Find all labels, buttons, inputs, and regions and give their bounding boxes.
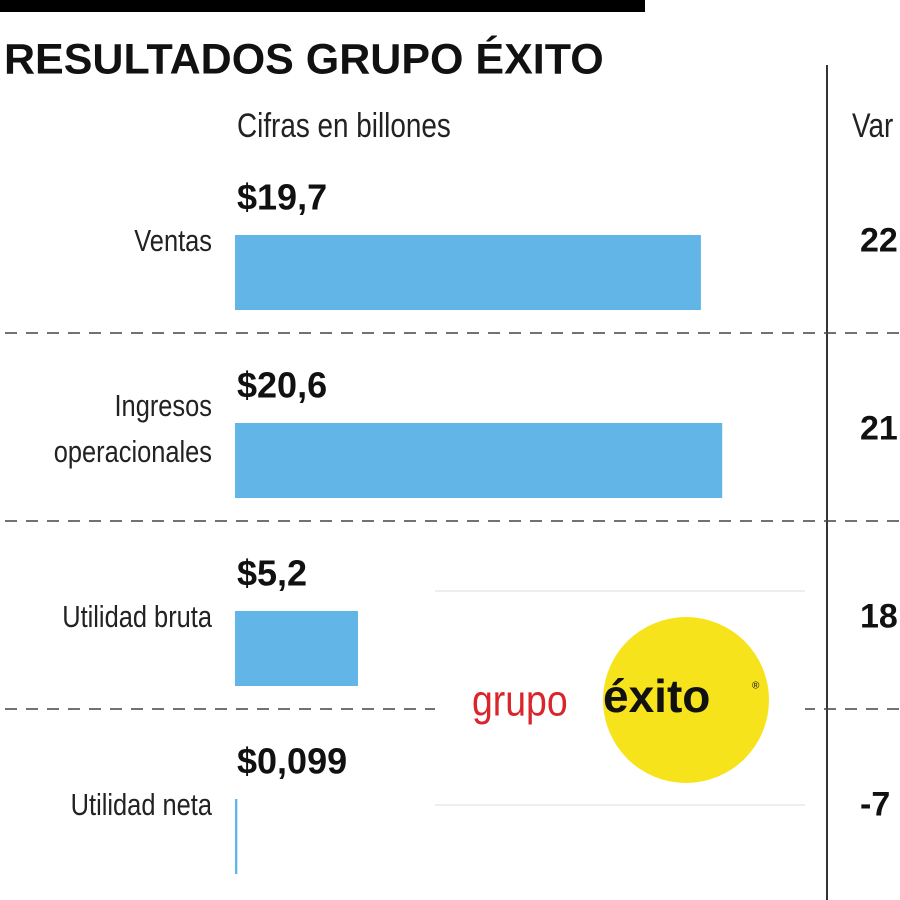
value-label: $19,7 <box>237 177 327 218</box>
chart-subtitle: Cifras en billones <box>237 106 451 144</box>
category-label: Utilidad neta <box>70 786 212 822</box>
logo-circle <box>603 617 769 783</box>
bar <box>235 423 723 498</box>
category-label-box: Ingresos operacionales <box>53 387 212 469</box>
category-label: Utilidad bruta <box>62 598 212 634</box>
value-label: $5,2 <box>237 553 307 594</box>
variation-header: Var <box>852 106 893 144</box>
category-label: Ingresos operacionales <box>53 387 212 469</box>
variation-label: 21 <box>860 409 898 447</box>
logo-mark: ® <box>752 681 760 692</box>
variation-label: -7 <box>860 785 890 823</box>
logo: grupo éxito ® <box>435 590 805 806</box>
bar <box>235 611 358 686</box>
category-label-box: Utilidad neta <box>70 786 212 822</box>
variation-label: 22 <box>860 221 898 259</box>
logo-word: grupo <box>472 676 568 726</box>
top-bar <box>0 0 645 12</box>
chart-title: RESULTADOS GRUPO ÉXITO <box>4 35 604 83</box>
logo-brand: éxito <box>603 670 710 722</box>
variation-label: 18 <box>860 597 898 635</box>
bar <box>235 799 238 874</box>
value-label: $0,099 <box>237 741 347 782</box>
category-label-box: Utilidad bruta <box>62 598 212 634</box>
bar <box>235 235 701 310</box>
category-label: Ventas <box>134 222 212 258</box>
category-label-box: Ventas <box>134 222 212 258</box>
value-label: $20,6 <box>237 365 327 406</box>
